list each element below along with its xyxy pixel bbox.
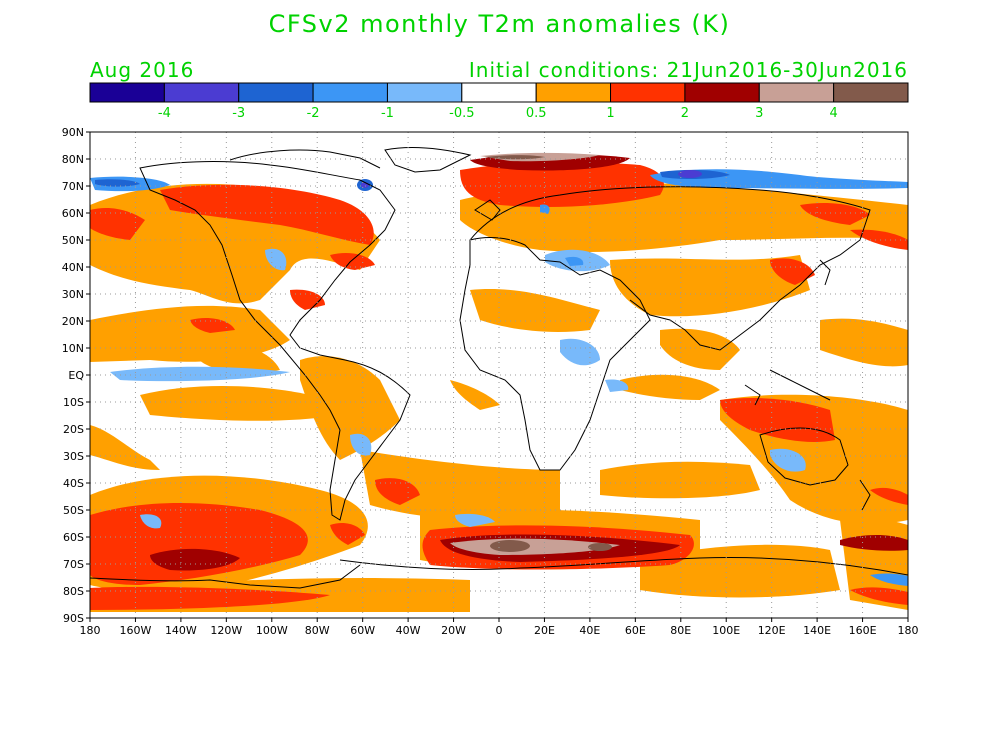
lon-tick-label: 120E bbox=[758, 624, 786, 637]
colorbar-swatch bbox=[163, 82, 240, 103]
colorbar-label: 1 bbox=[606, 106, 614, 121]
lon-tick-label: 40E bbox=[579, 624, 600, 637]
colorbar-label: 0.5 bbox=[526, 106, 547, 121]
lon-tick-label: 20E bbox=[534, 624, 555, 637]
colorbar-labels: -4 -3 -2 -1 -0.5 0.5 1 2 3 4 bbox=[158, 106, 838, 121]
map-panel bbox=[90, 132, 908, 618]
graticule-grid bbox=[90, 132, 908, 618]
map-title: CFSv2 monthly T2m anomalies (K) bbox=[268, 10, 731, 38]
lon-tick-label: 100E bbox=[712, 624, 740, 637]
lat-tick-label: 90S bbox=[63, 612, 84, 625]
lon-tick-label: 140E bbox=[803, 624, 831, 637]
colorbar-label: 3 bbox=[755, 106, 763, 121]
lon-tick-label: 180 bbox=[80, 624, 101, 637]
lon-tick-label: 20W bbox=[441, 624, 466, 637]
colorbar-label: -1 bbox=[381, 106, 394, 121]
month-label: Aug 2016 bbox=[90, 58, 195, 82]
initial-conditions-label: Initial conditions: 21Jun2016-30Jun2016 bbox=[468, 58, 908, 82]
colorbar-label: 4 bbox=[829, 106, 837, 121]
anomaly-shading-blue-light bbox=[110, 248, 806, 529]
lat-tick-label: 60S bbox=[63, 531, 84, 544]
lat-tick-label: 10N bbox=[62, 342, 84, 355]
lat-tick-label: 70S bbox=[63, 558, 84, 571]
lat-tick-label: 70N bbox=[62, 180, 84, 193]
colorbar bbox=[89, 82, 909, 103]
lon-tick-label: 40W bbox=[396, 624, 421, 637]
lat-tick-label: 40N bbox=[62, 261, 84, 274]
colorbar-swatch bbox=[461, 82, 537, 103]
lat-tick-label: 60N bbox=[62, 207, 84, 220]
lon-tick-label: 100W bbox=[256, 624, 288, 637]
colorbar-label: -3 bbox=[232, 106, 245, 121]
lon-tick-label: 160W bbox=[120, 624, 152, 637]
colorbar-swatch bbox=[386, 82, 463, 103]
anomaly-shading-brown bbox=[485, 155, 612, 552]
lat-tick-label: 40S bbox=[63, 477, 84, 490]
lat-tick-label: 80S bbox=[63, 585, 84, 598]
latitude-axis: 90N 80N 70N 60N 50N 40N 30N 20N 10N EQ 10S 20S 30S 40… bbox=[62, 126, 90, 625]
lon-tick-label: 80W bbox=[305, 624, 330, 637]
lon-tick-label: 160E bbox=[849, 624, 877, 637]
lon-tick-label: 0 bbox=[496, 624, 503, 637]
lat-tick-label: 50S bbox=[63, 504, 84, 517]
colorbar-swatch bbox=[684, 82, 760, 103]
colorbar-swatch bbox=[758, 82, 835, 103]
colorbar-label: -2 bbox=[307, 106, 320, 121]
longitude-axis: 180 160W 140W 120W 100W 80W 60W 40W 20W 0 20E 40E 60… bbox=[80, 618, 919, 637]
colorbar-label: 2 bbox=[681, 106, 689, 121]
lat-tick-label: 90N bbox=[62, 126, 84, 139]
lat-tick-label: 10S bbox=[63, 396, 84, 409]
lat-tick-label: EQ bbox=[68, 369, 84, 382]
colorbar-swatch bbox=[535, 82, 612, 103]
colorbar-swatch bbox=[833, 82, 909, 103]
lon-tick-label: 80E bbox=[670, 624, 691, 637]
colorbar-swatch bbox=[312, 82, 388, 103]
lon-tick-label: 60W bbox=[350, 624, 375, 637]
lon-tick-label: 120W bbox=[210, 624, 242, 637]
colorbar-label: -0.5 bbox=[449, 106, 474, 121]
colorbar-label: -4 bbox=[158, 106, 171, 121]
lon-tick-label: 60E bbox=[625, 624, 646, 637]
lon-tick-label: 180 bbox=[898, 624, 919, 637]
lat-tick-label: 20N bbox=[62, 315, 84, 328]
lat-tick-label: 20S bbox=[63, 423, 84, 436]
colorbar-swatch bbox=[238, 82, 314, 103]
lat-tick-label: 30N bbox=[62, 288, 84, 301]
lat-tick-label: 80N bbox=[62, 153, 84, 166]
lat-tick-label: 50N bbox=[62, 234, 84, 247]
lon-tick-label: 140W bbox=[165, 624, 197, 637]
colorbar-swatch bbox=[89, 82, 165, 103]
colorbar-swatch bbox=[610, 82, 686, 103]
lat-tick-label: 30S bbox=[63, 450, 84, 463]
